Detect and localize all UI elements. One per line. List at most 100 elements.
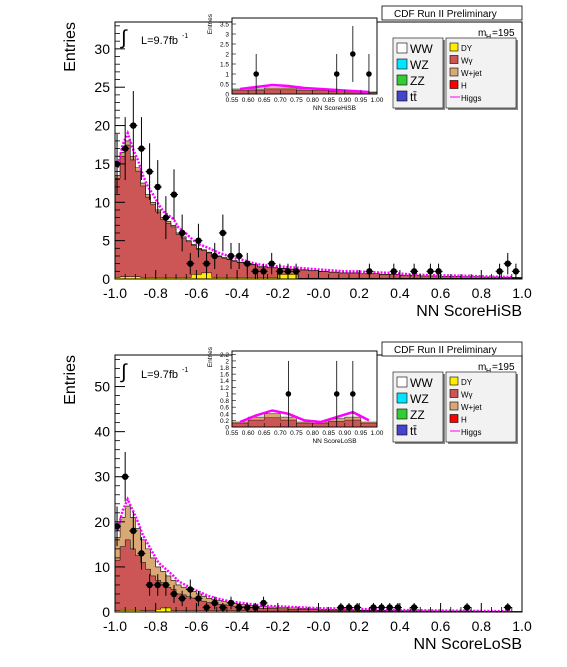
data-point — [410, 268, 418, 275]
x-axis-title: NN ScoreLoSB — [414, 636, 523, 653]
x-tick-label: -0.2 — [266, 285, 290, 301]
y-tick-label: 5 — [102, 233, 110, 249]
inset-x-tick-label: 0.65 — [258, 97, 271, 104]
data-point — [146, 168, 153, 175]
x-tick-label: 1.0 — [512, 618, 532, 634]
inset-x-tick-label: 0.75 — [290, 97, 303, 104]
legend-swatch — [449, 80, 459, 89]
inset-x-tick-label: 0.70 — [274, 430, 287, 437]
legend-swatch — [449, 67, 459, 77]
data-point — [146, 581, 153, 589]
inset-x-tick-label: 0.80 — [306, 97, 319, 104]
top-panel: -1.0 -0.8 -0.6 -0.4 -0.2 -0.0 0.2 0.4 0.6 0.8 1.00… — [62, 5, 532, 320]
data-point — [252, 268, 259, 275]
inset-y-tick-label: 0.6 — [220, 405, 229, 412]
data-point — [292, 268, 300, 275]
mass-subscript: H — [486, 34, 491, 41]
y-axis-title: Entries — [62, 22, 79, 72]
inset-data-point — [366, 71, 372, 77]
integral-symbol: ∫ — [120, 27, 128, 49]
data-point — [219, 229, 227, 237]
y-tick-label: 40 — [94, 424, 110, 440]
legend-label: WW — [410, 42, 433, 56]
data-point — [170, 191, 178, 198]
bottom-panel: -1.0 -0.8 -0.6 -0.4 -0.2 -0.0 0.2 0.4 0.6 0.8 1.00… — [62, 341, 532, 653]
inset-plot: 0.55 0.60 0.65 0.70 0.75 0.80 0.85 0.90 0.95 1.00… — [207, 13, 384, 112]
data-point — [268, 260, 275, 267]
x-tick-label: -1.0 — [103, 285, 127, 301]
lumi-superscript: -1 — [182, 367, 188, 374]
data-point — [154, 581, 161, 589]
legend-label: WZ — [410, 58, 429, 72]
x-tick-label: 0.4 — [390, 618, 410, 634]
legend-label: DY — [461, 378, 473, 387]
inset-y-tick-label: 0.4 — [220, 411, 229, 418]
inset-data-point — [285, 391, 292, 397]
legend-label: H — [461, 82, 467, 91]
data-point — [115, 523, 121, 530]
x-tick-label: 0.8 — [472, 618, 492, 634]
data-point — [130, 122, 137, 129]
inset-data-point — [333, 391, 340, 397]
header-label: CDF Run II Preliminary — [394, 9, 497, 20]
inset-frame — [231, 350, 378, 428]
x-tick-label: -0.6 — [184, 618, 208, 634]
x-tick-label: 0.2 — [349, 618, 369, 634]
inset-area — [232, 26, 377, 94]
data-point — [162, 214, 170, 221]
inset-y-tick-label: 3.5 — [220, 22, 229, 29]
inset-y-tick-label: 2.2 — [220, 352, 229, 359]
data-point — [496, 268, 503, 275]
x-tick-label: -0.8 — [144, 285, 168, 301]
inset-x-tick-label: 0.95 — [355, 97, 368, 104]
legend-swatch — [396, 42, 408, 54]
legend-label: H — [461, 416, 467, 425]
data-point — [260, 268, 267, 275]
data-point — [170, 590, 178, 598]
inset-x-tick-label: 0.60 — [242, 430, 255, 437]
data-point — [512, 268, 520, 275]
data-point — [284, 268, 292, 275]
inset-data-point — [350, 391, 356, 397]
data-point — [195, 595, 202, 602]
lumi-label: L=9.7fb — [141, 35, 178, 47]
higgs-line — [116, 496, 512, 612]
legend-label: Higgs — [461, 94, 481, 103]
legend-label: WZ — [410, 392, 429, 406]
legend-label: DY — [461, 44, 473, 53]
legend-label: ZZ — [410, 74, 425, 88]
legend-swatch — [449, 42, 459, 52]
inset-y-tick-label: 2 — [225, 52, 229, 59]
data-point — [121, 145, 129, 152]
legend-swatch — [449, 55, 459, 64]
data-point — [370, 604, 377, 611]
mass-label: m — [478, 28, 486, 39]
plot-area — [115, 451, 522, 612]
data-point — [463, 604, 471, 611]
inset-y-tick-label: 1.8 — [220, 365, 229, 372]
legend-label: WW — [410, 376, 433, 390]
inset-y-tick-label: 1.4 — [220, 378, 229, 385]
header-box — [381, 341, 523, 357]
y-tick-label: 0 — [102, 604, 110, 620]
inset-y-tick-label: 1.2 — [220, 385, 229, 392]
data-point — [427, 268, 434, 275]
mass-subscript: H — [486, 368, 491, 375]
inset-data-point — [333, 71, 340, 77]
inset-x-tick-label: 0.95 — [355, 430, 368, 437]
legend-swatch — [396, 90, 408, 102]
data-point — [138, 145, 145, 152]
legend-label: W+jet — [461, 69, 482, 78]
integral-symbol: ∫ — [120, 361, 128, 383]
y-tick-label: 10 — [94, 194, 110, 210]
data-point — [211, 252, 218, 260]
inset-higgs-line — [239, 409, 370, 424]
legend-label: Wγ — [461, 391, 473, 400]
legend-swatch — [396, 408, 408, 420]
legend-label: ZZ — [410, 408, 425, 422]
inset-x-tick-label: 1.00 — [371, 97, 384, 104]
x-tick-label: -1.0 — [103, 618, 127, 634]
data-point — [504, 604, 511, 611]
legend-label: tt̄ — [410, 90, 417, 104]
